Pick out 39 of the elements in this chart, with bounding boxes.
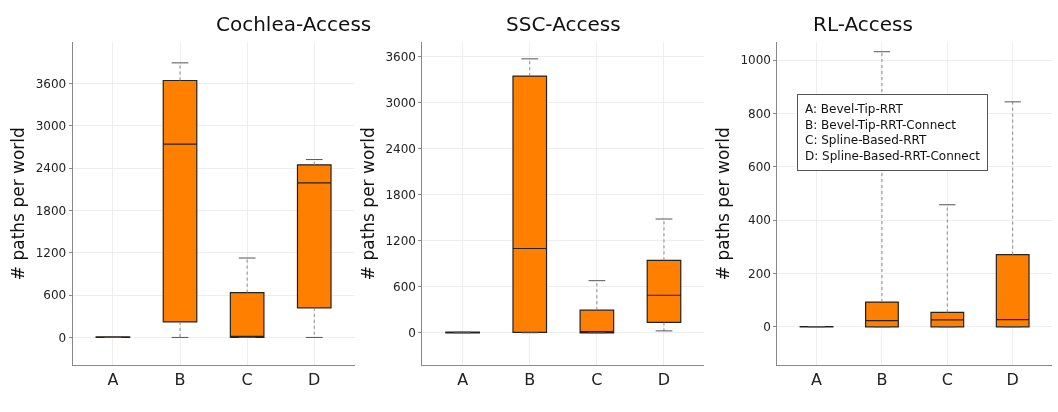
x-tick-label: C <box>241 370 253 390</box>
y-tick-label: 3000 <box>385 96 416 111</box>
x-tick-label: A <box>107 370 119 390</box>
x-tick-label: C <box>591 370 603 390</box>
y-tick-label: 3000 <box>35 118 67 133</box>
y-axis-title: # paths per world <box>712 127 733 281</box>
x-tick-label: B <box>876 370 888 390</box>
x-tick-label: D <box>657 370 671 390</box>
x-tick-label: A <box>811 370 823 390</box>
y-tick-label: 2400 <box>35 161 67 176</box>
y-tick-label: 1800 <box>385 188 416 203</box>
y-axis-title: # paths per world <box>8 127 29 281</box>
y-tick-label: 200 <box>748 266 771 281</box>
y-tick-label: 0 <box>408 325 416 340</box>
y-tick-label: 800 <box>748 106 771 121</box>
x-tick-label: B <box>524 370 536 390</box>
y-axis-title: # paths per world <box>357 127 378 281</box>
y-tick-label: 3600 <box>385 50 416 65</box>
y-tick-label: 1200 <box>35 245 67 260</box>
x-tick-label: B <box>174 370 186 390</box>
y-tick-label: 600 <box>43 288 67 303</box>
x-tick-label: A <box>457 370 469 390</box>
y-tick-label: 1000 <box>740 53 771 68</box>
x-tick-label: D <box>1006 370 1019 390</box>
chart-title: SSC-Access <box>506 12 621 36</box>
y-tick-label: 1800 <box>35 203 67 218</box>
y-tick-label: 1200 <box>385 234 416 249</box>
x-tick-label: D <box>308 370 321 390</box>
annotation: A: Bevel-Tip-RRT B: Bevel-Tip-RRT-Connect C: Spline-Based-RRT D: Spline-Based-RRT-Connect <box>805 102 981 163</box>
y-tick-label: 0 <box>58 330 67 345</box>
y-tick-label: 600 <box>748 160 771 175</box>
y-tick-label: 600 <box>393 280 416 295</box>
y-tick-label: 400 <box>748 213 771 228</box>
chart-title: RL-Access <box>813 12 913 36</box>
x-tick-label: C <box>941 370 953 390</box>
chart-title: Cochlea-Access <box>216 12 372 36</box>
y-tick-label: 3600 <box>35 76 67 91</box>
y-tick-label: 2400 <box>385 142 416 157</box>
y-tick-label: 0 <box>763 320 771 335</box>
